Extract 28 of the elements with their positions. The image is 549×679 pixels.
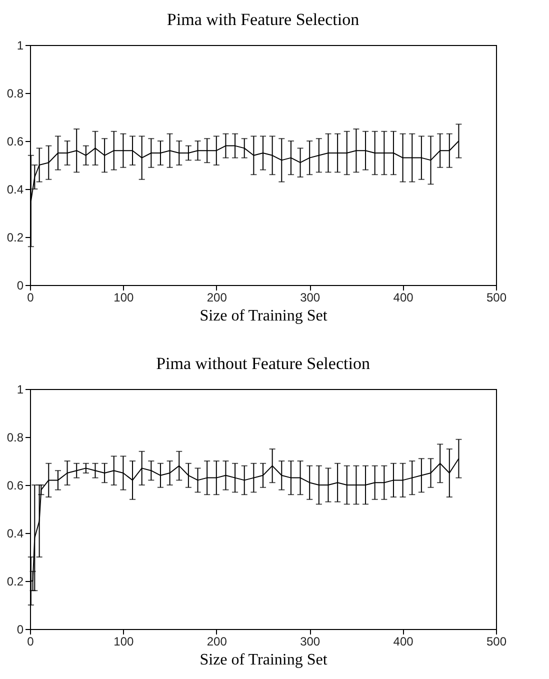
- y-tick-label: 0: [16, 622, 24, 636]
- y-tick-label: 0.6: [6, 478, 24, 492]
- x-tick-label: 0: [27, 290, 34, 304]
- y-tick-label: 1: [16, 382, 24, 396]
- x-tick-label: 300: [300, 634, 320, 648]
- x-tick-label: 400: [393, 290, 414, 304]
- chart-title: Pima without Feature Selection: [156, 354, 370, 373]
- y-tick-label: 1: [16, 38, 24, 52]
- x-tick-label: 100: [114, 290, 134, 304]
- y-tick-label: 0.6: [6, 134, 24, 148]
- x-tick-label: 200: [206, 290, 228, 304]
- y-tick-label: 0.4: [6, 182, 24, 196]
- y-tick-label: 0: [16, 278, 24, 292]
- x-tick-label: 400: [393, 634, 414, 648]
- x-tick-label: 500: [486, 634, 507, 648]
- x-tick-label: 500: [486, 290, 507, 304]
- y-tick-label: 0.2: [6, 230, 24, 244]
- x-axis-title: Size of Training Set: [200, 308, 328, 324]
- y-tick-label: 0.8: [6, 430, 24, 444]
- x-tick-label: 0: [27, 634, 34, 648]
- y-tick-label: 0.4: [6, 526, 24, 540]
- x-axis-title: Size of Training Set: [200, 652, 328, 668]
- y-tick-label: 0.2: [6, 574, 24, 588]
- x-tick-label: 300: [300, 290, 320, 304]
- x-tick-label: 200: [206, 634, 228, 648]
- chart-title: Pima with Feature Selection: [166, 10, 360, 29]
- x-tick-label: 100: [114, 634, 134, 648]
- y-tick-label: 0.8: [6, 86, 24, 100]
